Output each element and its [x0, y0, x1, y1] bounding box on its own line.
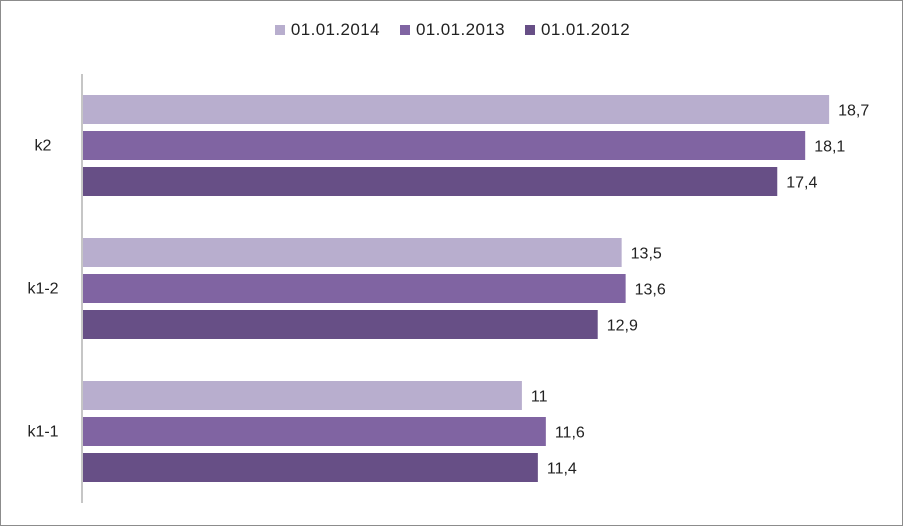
legend-item-2014: 01.01.2014 — [274, 20, 380, 40]
legend-swatch-2013 — [399, 25, 410, 35]
data-label-k2-01.01.2012: 17,4 — [786, 175, 817, 192]
category-label-k1-2: k1-2 — [27, 281, 58, 298]
legend-label-2013: 01.01.2013 — [415, 20, 506, 39]
bar-k1-1-01.01.2014 — [83, 381, 522, 410]
data-label-k1-1-01.01.2014: 11 — [531, 389, 548, 406]
bar-k1-2-01.01.2012 — [83, 310, 598, 339]
legend-label-2012: 01.01.2012 — [541, 20, 631, 39]
category-label-k2: k2 — [35, 138, 52, 155]
data-label-k2-01.01.2014: 18,7 — [838, 103, 869, 120]
data-label-k1-2-01.01.2013: 13,6 — [635, 282, 666, 299]
data-label-k1-2-01.01.2012: 12,9 — [607, 318, 638, 335]
legend-swatch-2014 — [274, 25, 285, 35]
data-label-k1-2-01.01.2014: 13,5 — [631, 246, 662, 263]
data-label-k2-01.01.2013: 18,1 — [814, 139, 845, 156]
bar-k2-01.01.2012 — [83, 167, 778, 196]
legend-item-2012: 01.01.2012 — [525, 20, 630, 40]
bar-k1-2-01.01.2014 — [83, 238, 622, 267]
data-label-k1-1-01.01.2013: 11,6 — [555, 425, 585, 442]
legend-label-2014: 01.01.2014 — [290, 20, 380, 39]
bar-k2-01.01.2013 — [83, 131, 806, 160]
bar-k1-2-01.01.2013 — [83, 274, 626, 303]
legend-swatch-2012 — [525, 25, 536, 35]
legend-item-2013: 01.01.2013 — [399, 20, 506, 40]
bar-k1-1-01.01.2013 — [83, 417, 546, 446]
data-label-k1-1-01.01.2012: 11,4 — [547, 461, 577, 478]
bar-k2-01.01.2014 — [83, 95, 830, 124]
category-label-k1-1: k1-1 — [27, 424, 58, 441]
legend: 01.01.2014 01.01.2013 01.01.2012 — [1, 20, 903, 40]
bar-k1-1-01.01.2012 — [83, 453, 538, 482]
